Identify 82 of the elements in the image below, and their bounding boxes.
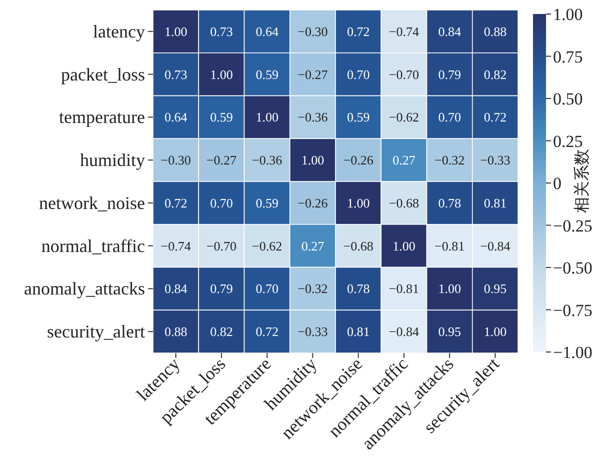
data-label: −0.74 <box>160 238 192 254</box>
data-label: −0.26 <box>298 195 328 210</box>
data-label: −0.27 <box>206 152 237 168</box>
data-label: −0.68 <box>388 195 419 210</box>
data-label: 0.64 <box>256 24 279 39</box>
data-label: 0.64 <box>164 110 188 125</box>
color-bar-label: 0.75 <box>553 47 583 66</box>
data-label: −0.36 <box>298 110 328 125</box>
data-label: 0.70 <box>346 66 370 82</box>
y-tick-label: latency <box>93 21 145 42</box>
data-label: 1.00 <box>346 195 370 210</box>
data-label: −0.62 <box>252 238 282 254</box>
y-tick-label: security_alert <box>47 322 145 342</box>
data-label: 0.95 <box>438 324 461 340</box>
data-label: −0.36 <box>252 152 283 168</box>
data-label: 0.79 <box>210 281 233 296</box>
color-bar-label: −0.25 <box>553 216 592 236</box>
data-label: 1.00 <box>164 24 188 39</box>
data-label: −0.30 <box>160 152 191 168</box>
data-label: 1.00 <box>438 281 461 296</box>
color-bar-label: 0.50 <box>553 90 583 108</box>
data-label: 0.81 <box>346 324 370 340</box>
y-tick-label: packet_loss <box>61 64 145 84</box>
data-label: −0.27 <box>298 66 328 82</box>
data-label: −0.26 <box>343 152 374 168</box>
data-label: 0.82 <box>484 66 507 82</box>
data-label: 0.88 <box>164 324 188 340</box>
data-label: 1.00 <box>484 324 507 340</box>
y-tick-label: anomaly_attacks <box>24 278 145 299</box>
data-label: −0.32 <box>434 152 465 168</box>
color-bar-label: −0.50 <box>553 258 592 278</box>
data-label: −0.81 <box>388 281 419 296</box>
data-label: 0.59 <box>256 195 278 210</box>
color-bar-label: −1.00 <box>553 343 592 362</box>
data-label: −0.62 <box>388 110 419 125</box>
data-label: 0.72 <box>164 195 188 210</box>
y-tick-label: normal_traffic <box>41 236 146 256</box>
data-label: −0.68 <box>343 238 374 254</box>
data-label: −0.84 <box>388 324 420 340</box>
y-tick-label: temperature <box>59 107 146 128</box>
data-label: −0.81 <box>434 238 465 254</box>
data-label: 0.81 <box>484 195 507 210</box>
data-label: 0.78 <box>438 195 461 210</box>
data-label: 0.95 <box>484 281 507 296</box>
data-label: −0.33 <box>298 324 328 340</box>
data-label: 0.59 <box>256 66 278 82</box>
data-label: −0.70 <box>388 66 419 82</box>
data-label: 0.88 <box>484 24 507 39</box>
data-label: 0.72 <box>256 324 278 340</box>
data-label: 1.00 <box>392 238 416 254</box>
data-label: 0.70 <box>256 281 278 296</box>
data-label: 0.27 <box>392 152 416 168</box>
y-tick-label: network_noise <box>39 192 146 213</box>
data-label: 0.59 <box>210 110 233 125</box>
data-label: −0.70 <box>206 238 236 254</box>
data-label: 0.84 <box>438 24 462 39</box>
data-label: −0.84 <box>480 238 511 254</box>
data-label: −0.30 <box>298 24 328 39</box>
data-label: 0.72 <box>346 24 370 39</box>
color-bar-label: 0.25 <box>553 132 583 151</box>
data-label: 0.70 <box>210 195 233 210</box>
data-label: −0.32 <box>298 281 328 296</box>
color-bar-label: 1.00 <box>553 5 583 24</box>
data-label: 0.79 <box>438 66 461 82</box>
data-label: 0.27 <box>301 238 325 254</box>
data-label: 0.73 <box>210 24 233 39</box>
data-label: 0.70 <box>438 110 461 125</box>
data-label: 0.78 <box>346 281 370 296</box>
data-label: 1.00 <box>301 152 324 168</box>
data-label: −0.74 <box>388 24 420 39</box>
data-label: 0.72 <box>484 110 507 125</box>
color-bar-label: −0.75 <box>553 300 592 320</box>
color-bar-label: 0 <box>553 174 562 193</box>
data-label: 1.00 <box>256 110 278 125</box>
y-tick-label: humidity <box>80 150 145 170</box>
data-label: −0.33 <box>480 152 510 168</box>
data-label: 1.00 <box>210 66 233 82</box>
data-label: 0.82 <box>210 324 233 340</box>
data-label: 0.59 <box>346 110 370 125</box>
color-bar-title: 相关系数 <box>572 149 591 213</box>
data-label: 0.84 <box>164 281 188 296</box>
data-label: 0.73 <box>164 66 188 82</box>
